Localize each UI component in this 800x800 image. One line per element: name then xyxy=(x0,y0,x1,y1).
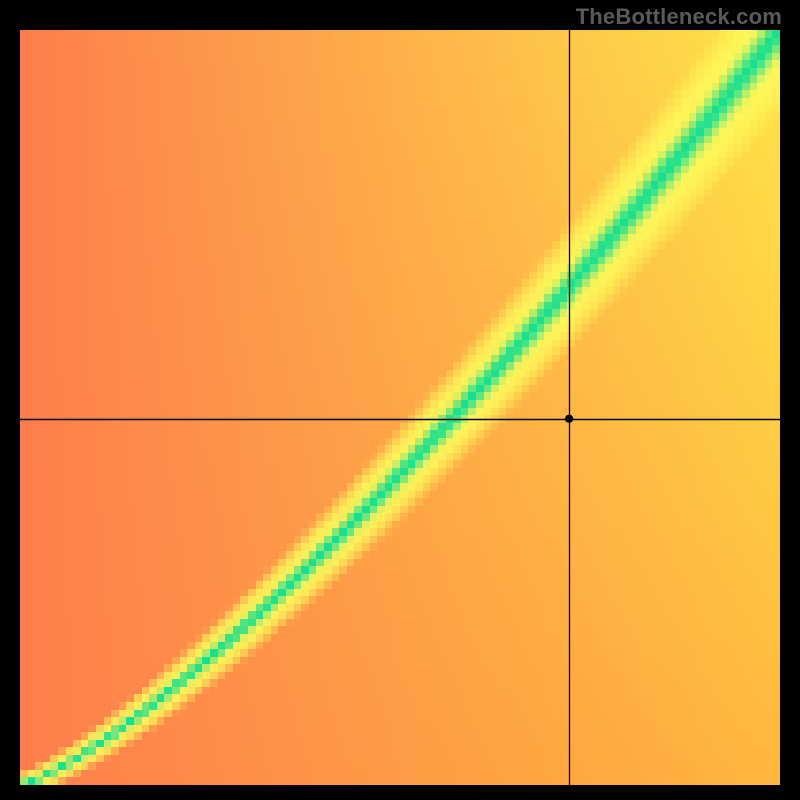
watermark-text: TheBottleneck.com xyxy=(576,4,782,30)
heatmap-canvas xyxy=(20,30,780,785)
heatmap-plot xyxy=(20,30,780,785)
